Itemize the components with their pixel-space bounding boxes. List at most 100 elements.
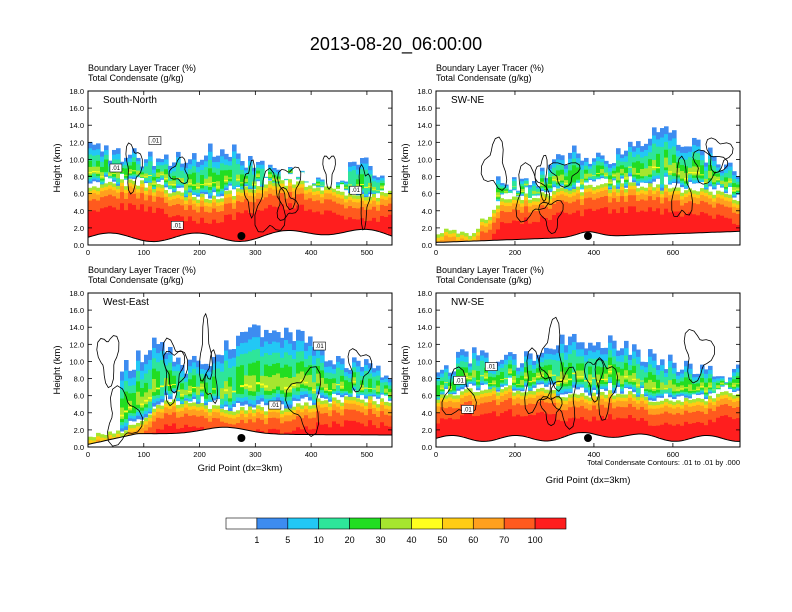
tracer-column <box>244 331 249 447</box>
tracer-column <box>496 176 501 245</box>
tracer-column <box>292 177 297 245</box>
tracer-column <box>672 362 677 447</box>
tracer-column <box>704 162 709 245</box>
tracer-column <box>460 231 465 245</box>
y-tick-label: 12.0 <box>69 138 84 147</box>
tracer-column <box>328 186 333 245</box>
tracer-column <box>284 178 289 245</box>
tracer-column <box>368 363 373 447</box>
tracer-column <box>640 146 645 245</box>
panel-name: NW-SE <box>451 297 484 308</box>
subtitle-tracer: Boundary Layer Tracer (%) <box>88 63 196 73</box>
tracer-column <box>716 164 721 245</box>
tracer-column <box>188 159 193 245</box>
tracer-column <box>580 342 585 447</box>
tracer-column <box>364 157 369 245</box>
tracer-column <box>236 335 241 447</box>
tracer-column <box>112 430 117 447</box>
y-tick-label: 16.0 <box>69 306 84 315</box>
condensate-contour <box>683 328 715 384</box>
tracer-column <box>252 324 257 447</box>
contour-label: .01 <box>170 221 184 230</box>
x-tick-label: 600 <box>667 450 680 459</box>
x-tick-label: 0 <box>86 450 90 459</box>
tracer-column <box>636 349 641 447</box>
tracer-column <box>592 158 597 245</box>
contour-label: .01 <box>461 405 474 414</box>
tracer-column <box>560 334 565 447</box>
colorbar-label: 1 <box>254 535 259 545</box>
tracer-column <box>152 165 157 245</box>
tracer-column <box>480 350 485 447</box>
condensate-contour <box>539 396 563 427</box>
tracer-column <box>180 364 185 447</box>
tracer-column <box>140 166 145 245</box>
tracer-column <box>632 344 637 447</box>
tracer-column <box>592 345 597 447</box>
tracer-column <box>228 156 233 245</box>
terrain-line <box>436 230 740 243</box>
tracer-column <box>168 346 173 447</box>
tracer-column <box>384 185 389 245</box>
tracer-column <box>120 161 125 245</box>
tracer-column <box>220 355 225 447</box>
y-tick-label: 2.0 <box>422 224 432 233</box>
tracer-column <box>584 348 589 447</box>
condensate-contour <box>204 349 219 405</box>
x-tick-label: 400 <box>305 450 318 459</box>
colorbar-swatch <box>534 517 567 530</box>
tracer-column <box>480 211 485 245</box>
tracer-column <box>488 365 493 447</box>
condensate-contour <box>538 316 564 392</box>
plot-area: .01 .01 .01 .01 <box>88 91 392 245</box>
tracer-column <box>168 165 173 245</box>
tracer-column <box>452 229 457 245</box>
tracer-column <box>128 370 133 447</box>
tracer-column <box>248 155 253 245</box>
contour-label: .01 <box>268 400 282 410</box>
tracer-column <box>92 437 97 447</box>
colorbar-swatch <box>472 517 505 530</box>
tracer-column <box>136 157 141 245</box>
tracer-column <box>708 147 713 245</box>
contour-note: Total Condensate Contours: .01 to .01 by… <box>587 458 740 467</box>
tracer-column <box>476 355 481 447</box>
tracer-column <box>500 183 505 245</box>
y-tick-label: 6.0 <box>422 190 432 199</box>
y-tick-label: 6.0 <box>422 392 432 401</box>
subtitle-condensate: Total Condensate (g/kg) <box>436 275 532 285</box>
tracer-column <box>484 219 489 245</box>
y-tick-label: 18.0 <box>417 289 432 298</box>
tracer-column <box>92 144 97 245</box>
tracer-column <box>512 177 517 245</box>
tracer-column <box>664 126 669 245</box>
tracer-column <box>324 186 329 245</box>
tracer-column <box>312 183 317 245</box>
tracer-column <box>352 161 357 245</box>
tracer-column <box>176 357 181 447</box>
tracer-column <box>568 152 573 245</box>
tracer-column <box>116 430 121 447</box>
tracer-column <box>472 347 477 447</box>
y-tick-label: 4.0 <box>422 207 432 216</box>
tracer-column <box>732 171 737 245</box>
tracer-column <box>628 141 633 245</box>
tracer-column <box>388 379 392 447</box>
y-tick-label: 8.0 <box>422 375 432 384</box>
colorbar-swatch <box>503 517 536 530</box>
x-tick-label: 0 <box>86 248 90 257</box>
tracer-column <box>336 355 341 447</box>
tracer-column <box>696 139 701 245</box>
tracer-column <box>660 359 665 447</box>
tracer-column <box>372 368 377 447</box>
tracer-column <box>156 344 161 447</box>
condensate-contour <box>534 154 548 203</box>
tracer-column <box>232 349 237 447</box>
tracer-column <box>204 155 209 245</box>
tracer-column <box>344 368 349 447</box>
y-tick-label: 16.0 <box>69 104 84 113</box>
y-tick-label: 10.0 <box>69 357 84 366</box>
tracer-column <box>560 155 565 245</box>
plot-frame <box>435 90 741 246</box>
